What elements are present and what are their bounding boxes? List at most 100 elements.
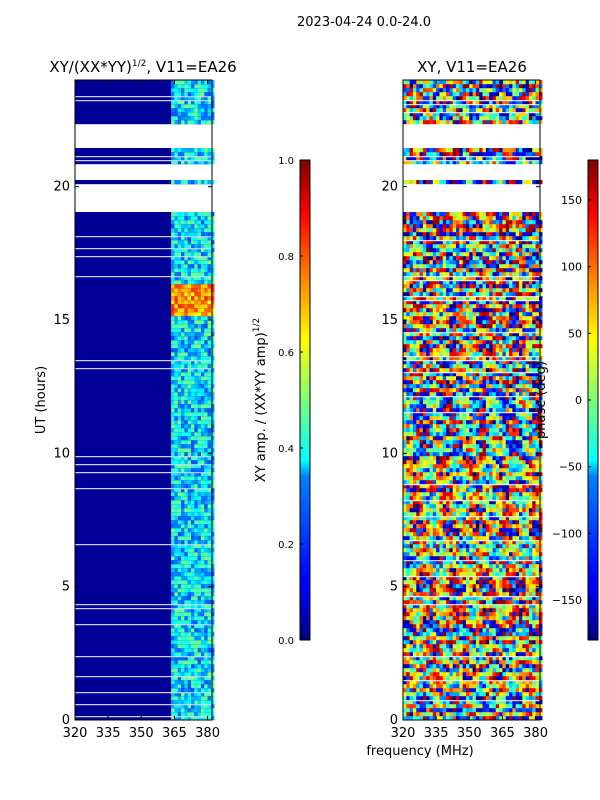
heatmap-cell — [204, 544, 208, 549]
heatmap-cell — [194, 560, 198, 565]
heatmap-cell — [485, 616, 490, 621]
heatmap-cell — [171, 596, 175, 601]
heatmap-cell — [456, 616, 460, 621]
heatmap-row — [75, 520, 212, 525]
heatmap-cell — [412, 568, 417, 573]
heatmap-cell — [442, 668, 447, 673]
heatmap-cell — [475, 616, 480, 621]
heatmap-cell — [191, 332, 195, 337]
heatmap-cell — [522, 524, 526, 529]
heatmap-cell — [210, 484, 215, 489]
heatmap-cell — [187, 484, 192, 489]
heatmap-cell — [184, 472, 188, 477]
heatmap-cell — [525, 528, 530, 533]
heatmap-cell — [519, 512, 523, 517]
heatmap-cell — [200, 248, 205, 253]
heatmap-cell — [200, 532, 205, 537]
heatmap-cell — [177, 384, 182, 389]
heatmap-cell — [207, 628, 212, 633]
heatmap-cell — [422, 504, 427, 509]
heatmap-cell — [210, 488, 215, 493]
heatmap-cell — [409, 600, 414, 605]
heatmap-cell — [403, 448, 407, 453]
heatmap-cell — [171, 112, 175, 117]
heatmap-cell — [538, 564, 543, 569]
heatmap-cell — [489, 712, 493, 717]
heatmap-cell — [456, 668, 460, 673]
heatmap-cell — [200, 428, 205, 433]
heatmap-cell — [489, 504, 493, 509]
heatmap-cell — [489, 696, 493, 701]
heatmap-cell — [482, 476, 487, 481]
heatmap-cell — [200, 372, 205, 377]
heatmap-cell — [422, 716, 427, 721]
heatmap-cell — [177, 488, 182, 493]
heatmap-cell — [184, 312, 188, 317]
heatmap-cell — [519, 496, 523, 501]
heatmap-cell — [439, 532, 444, 537]
heatmap-cell — [495, 664, 500, 669]
heatmap-cell — [210, 368, 215, 373]
heatmap-cell — [181, 148, 185, 153]
heatmap-gap — [403, 576, 540, 578]
heatmap-cell — [538, 504, 543, 509]
heatmap-cell — [509, 536, 513, 541]
heatmap-cell — [475, 496, 480, 501]
heatmap-row — [75, 672, 212, 677]
heatmap-cell — [505, 600, 510, 605]
heatmap-cell — [499, 688, 503, 693]
heatmap-cell — [469, 632, 473, 637]
heatmap-cell — [495, 484, 500, 489]
heatmap-cell — [409, 468, 414, 473]
heatmap-cell — [449, 584, 453, 589]
heatmap-cell — [191, 384, 195, 389]
heatmap-cell — [538, 696, 543, 701]
heatmap-cell — [475, 476, 480, 481]
heatmap-cell — [171, 220, 175, 225]
heatmap-cell — [187, 656, 192, 661]
heatmap-cell — [403, 476, 407, 481]
heatmap-cell — [449, 712, 453, 717]
heatmap-cell — [207, 504, 212, 509]
heatmap-row — [75, 232, 212, 237]
heatmap-cell — [184, 700, 188, 705]
heatmap-cell — [446, 476, 450, 481]
heatmap-cell — [535, 560, 540, 565]
heatmap-cell — [416, 628, 420, 633]
heatmap-cell — [512, 652, 516, 657]
heatmap-cell — [412, 512, 417, 517]
heatmap-cell — [207, 616, 212, 621]
heatmap-cell — [525, 556, 530, 561]
heatmap-cell — [200, 648, 205, 653]
heatmap-cell — [210, 300, 215, 305]
heatmap-cell — [482, 712, 487, 717]
heatmap-cell — [177, 220, 182, 225]
heatmap-cell — [439, 696, 444, 701]
heatmap-cell — [419, 568, 424, 573]
heatmap-cell — [519, 584, 523, 589]
heatmap-cell — [174, 684, 178, 689]
heatmap-cell — [538, 576, 543, 581]
heatmap-row — [75, 584, 212, 589]
heatmap-cell — [197, 488, 202, 493]
heatmap-cell — [452, 528, 457, 533]
heatmap-cell — [181, 96, 185, 101]
heatmap-cell — [171, 544, 175, 549]
heatmap-cell — [532, 456, 536, 461]
heatmap-cell — [519, 712, 523, 717]
heatmap-cell — [207, 432, 212, 437]
heatmap-cell — [432, 564, 437, 569]
heatmap-cell — [191, 436, 195, 441]
heatmap-cell — [485, 560, 490, 565]
heatmap-cell — [174, 488, 178, 493]
heatmap-cell — [204, 248, 208, 253]
heatmap-cell — [515, 576, 520, 581]
heatmap-cell — [436, 532, 440, 537]
heatmap-cell — [194, 384, 198, 389]
heatmap-row — [75, 340, 212, 345]
heatmap-cell — [446, 652, 450, 657]
heatmap-cell — [187, 100, 192, 105]
heatmap-cell — [177, 620, 182, 625]
heatmap-cell — [184, 664, 188, 669]
heatmap-cell — [181, 408, 185, 413]
